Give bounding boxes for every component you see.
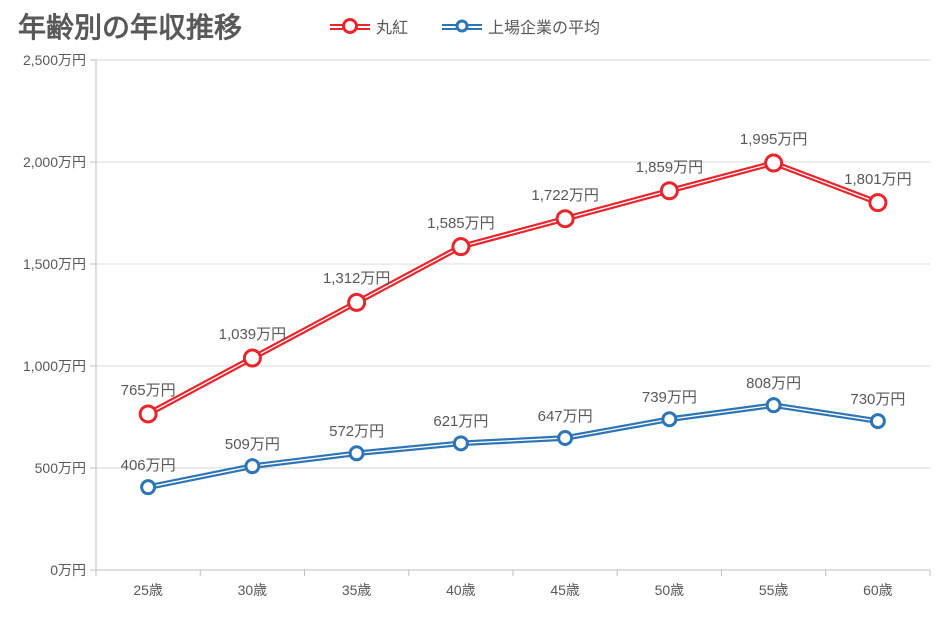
data-label-series-0: 1,585万円: [427, 212, 495, 233]
plot-area: [0, 0, 944, 619]
data-label-series-1: 647万円: [538, 405, 593, 426]
data-label-series-1: 509万円: [225, 433, 280, 454]
data-label-series-1: 406万円: [121, 454, 176, 475]
data-label-series-0: 1,039万円: [219, 323, 287, 344]
data-label-series-0: 1,801万円: [844, 168, 912, 189]
y-tick-label: 0万円: [50, 560, 86, 580]
x-tick-label: 35歳: [342, 580, 372, 600]
data-label-series-1: 572万円: [329, 420, 384, 441]
data-label-series-0: 1,722万円: [531, 184, 599, 205]
y-tick-label: 2,500万円: [23, 50, 86, 70]
data-label-series-1: 730万円: [850, 388, 905, 409]
y-tick-label: 500万円: [35, 458, 86, 478]
y-tick-label: 1,500万円: [23, 254, 86, 274]
y-tick-label: 1,000万円: [23, 356, 86, 376]
x-tick-label: 25歳: [133, 580, 163, 600]
y-tick-label: 2,000万円: [23, 152, 86, 172]
x-tick-label: 50歳: [655, 580, 685, 600]
data-label-series-0: 765万円: [121, 379, 176, 400]
x-tick-label: 55歳: [759, 580, 789, 600]
x-tick-label: 40歳: [446, 580, 476, 600]
data-label-series-1: 739万円: [642, 386, 697, 407]
data-label-series-0: 1,995万円: [740, 128, 808, 149]
x-tick-label: 60歳: [863, 580, 893, 600]
chart-root: 年齢別の年収推移 丸紅 上場企業の平均 0万円500万円1,000万円1,500…: [0, 0, 944, 619]
data-label-series-1: 621万円: [433, 410, 488, 431]
x-tick-label: 45歳: [550, 580, 580, 600]
x-tick-label: 30歳: [238, 580, 268, 600]
data-label-series-0: 1,312万円: [323, 267, 391, 288]
data-label-series-1: 808万円: [746, 372, 801, 393]
data-label-series-0: 1,859万円: [636, 156, 704, 177]
